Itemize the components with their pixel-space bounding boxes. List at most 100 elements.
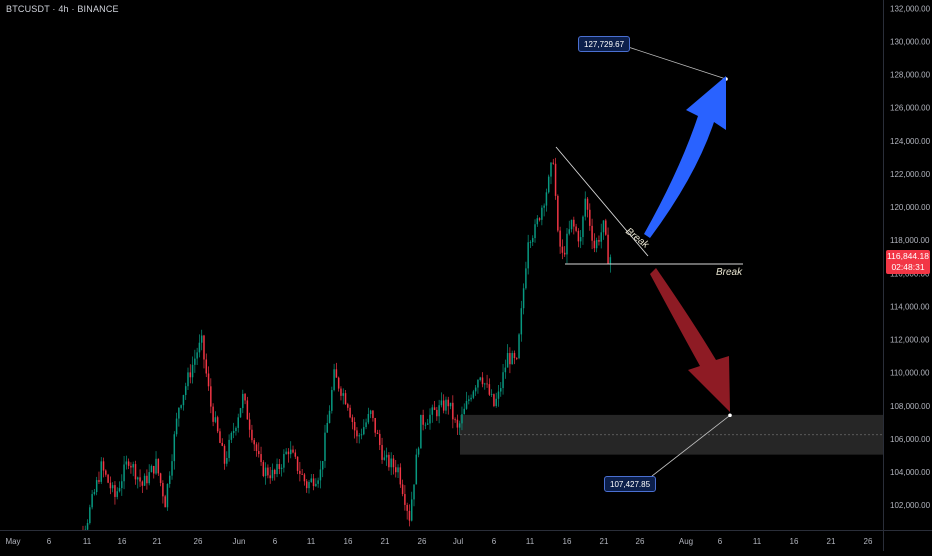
price-tick-label: 110,000.00 [890,369,930,378]
candle [545,188,548,212]
candle [424,422,427,430]
candle [399,463,402,488]
candle [395,459,397,478]
candle [525,261,527,290]
price-axis-labels: 102,000.00 104,000.00 106,000.00 108,000.00… [890,4,931,510]
price-tick-label: 106,000.00 [890,435,931,444]
time-tick-label: 26 [636,537,645,546]
candle [303,473,306,486]
candle [431,404,434,423]
candle [495,392,497,408]
price-tick-label: 104,000.00 [890,468,931,477]
candle [586,197,589,218]
candle [447,396,450,415]
time-axis[interactable]: May 6 11 16 21 26 Jun 6 11 16 21 26 Jul 6 11 16 21 26 Aug 6… [0,530,883,551]
candle [205,353,208,378]
candle [573,216,575,235]
candle [392,455,395,475]
candle [577,228,580,248]
candle [369,409,372,419]
candle [200,329,203,351]
candle [529,240,532,248]
time-axis-labels: May 6 11 16 21 26 Jun 6 11 16 21 26 Jul 6 11 16 21 26 Aug 6… [5,537,873,546]
candle [175,412,178,437]
candle [554,157,557,200]
candle [463,403,465,415]
candle [105,469,107,477]
candle [232,422,235,439]
time-tick-label: 16 [344,537,353,546]
time-tick-label: 11 [753,537,762,546]
candle [182,394,185,411]
candle [337,376,340,392]
candle [292,445,294,454]
candle [294,449,297,459]
candle [308,480,310,494]
candle [429,408,431,430]
candle [255,442,258,457]
price-tick-label: 102,000.00 [890,501,931,510]
candle [600,223,602,249]
candle [278,458,281,475]
candle [280,464,283,477]
candles [73,157,612,556]
candle [602,220,605,240]
candle [420,414,422,449]
candle [522,283,525,315]
candle [203,334,205,369]
candle [237,413,239,433]
candle [513,350,516,365]
candle [219,428,221,444]
candle [180,404,182,410]
candle [516,357,518,361]
candle [349,404,351,419]
bullish-arrow[interactable] [644,76,726,238]
candle [363,419,365,436]
candle [397,464,399,478]
candle [194,349,196,373]
time-tick-label: 26 [864,537,873,546]
bearish-arrow[interactable] [650,268,730,412]
candle [91,489,93,510]
candle [356,427,358,444]
candle [436,406,438,421]
time-tick-label: 26 [418,537,427,546]
candle [367,407,370,425]
candle [504,359,507,379]
candle [296,456,299,475]
candle [246,396,249,420]
candle [379,429,381,451]
time-tick-label: 6 [273,537,278,546]
candle [595,237,598,253]
descending-trendline[interactable] [555,146,649,257]
candle [289,441,292,459]
time-tick-label: Jul [453,537,463,546]
candle [251,424,253,443]
candle [497,385,500,407]
candle [490,389,493,397]
candle [102,457,105,478]
candle [442,394,445,414]
candle [95,476,98,496]
break-label-support: Break [716,267,743,278]
candle [541,205,543,226]
time-tick-label: 21 [381,537,390,546]
candle [146,469,148,490]
candle [153,465,155,479]
candle [561,239,564,260]
candle [438,399,440,424]
target-down-label[interactable]: 107,427.85 [604,476,657,492]
candle [216,415,219,434]
candle [385,447,388,466]
time-tick-label: Aug [679,537,693,546]
candle [299,461,301,482]
candle [331,386,333,414]
candle [474,385,477,396]
price-tick-label: 120,000.00 [890,203,931,212]
candle [465,391,468,410]
target-up-label[interactable]: 127,729.67 [578,36,631,52]
candle [184,382,187,400]
candle [598,235,600,246]
